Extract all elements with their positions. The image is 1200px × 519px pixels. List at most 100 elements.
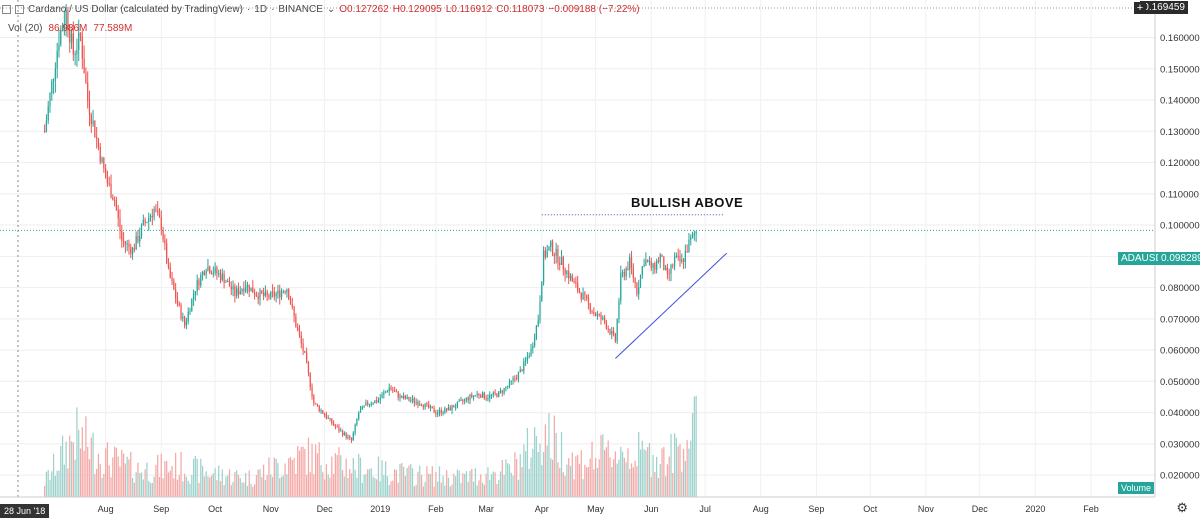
volume-bar (171, 466, 173, 497)
volume-bar (404, 475, 407, 497)
volume-bar (693, 396, 695, 497)
candle-body (209, 266, 211, 273)
candle-body (367, 402, 369, 405)
volume-label[interactable]: Vol (20) (8, 23, 43, 34)
volume-bar (245, 472, 247, 497)
candle-body (354, 424, 356, 433)
candle-body (638, 286, 640, 295)
volume-bar (528, 468, 530, 497)
volume-bar (490, 474, 493, 497)
candle-body (539, 301, 541, 321)
volume-bar (325, 464, 328, 497)
volume-bar (282, 475, 284, 497)
volume-bar (311, 443, 313, 497)
volume-bar (691, 413, 694, 497)
candle-body (54, 68, 57, 79)
volume-bar (356, 477, 358, 497)
volume-bar (205, 471, 207, 497)
volume-bar (341, 470, 344, 497)
volume-bar (241, 482, 243, 497)
volume-bar (630, 463, 633, 497)
candle-body (94, 120, 96, 137)
candle-body (253, 292, 256, 296)
volume-bar (569, 465, 572, 497)
collapse-icon[interactable] (2, 5, 11, 14)
volume-bar (158, 477, 161, 497)
interval[interactable]: 1D (254, 4, 268, 15)
settings-square-icon[interactable] (15, 5, 24, 14)
candle-body (489, 394, 491, 399)
candle-body (340, 430, 342, 432)
y-tick-label: 0.130000 (1160, 127, 1200, 138)
volume-bar (544, 424, 547, 497)
candle-body (331, 418, 333, 424)
volume-bar (45, 471, 48, 497)
candle-body (223, 273, 225, 283)
candle-body (485, 398, 487, 400)
volume-bar (668, 456, 670, 497)
volume-bar (682, 448, 685, 497)
candle-body (153, 208, 155, 218)
candle-body (58, 44, 60, 51)
chevron-down-icon[interactable]: ⌄ (326, 4, 336, 15)
volume-bar (586, 467, 588, 497)
annotation-bullish-above[interactable]: BULLISH ABOVE (631, 195, 744, 210)
candle-body (578, 290, 581, 293)
candle-body (559, 262, 561, 265)
volume-bar (207, 476, 209, 497)
volume-bar (598, 459, 600, 497)
candle-body (70, 33, 73, 43)
volume-bar (252, 486, 254, 497)
candle-body (551, 241, 554, 255)
volume-bar (343, 476, 345, 497)
candle-body (227, 281, 229, 283)
volume-bar (54, 475, 57, 497)
candle-body (341, 430, 344, 436)
candle-body (112, 197, 114, 201)
volume-bar (553, 415, 555, 497)
volume-bar (485, 473, 487, 497)
volume-bar (74, 459, 76, 497)
volume-bar (110, 477, 112, 497)
volume-bar (338, 447, 340, 497)
candle-body (490, 394, 493, 396)
candle-body (480, 395, 482, 398)
crosshair-date-tag: 28 Jun '18 (0, 504, 50, 518)
candle-body (130, 246, 132, 254)
volume-bar (316, 453, 319, 497)
candle-body (411, 398, 414, 401)
volume-bar (105, 448, 107, 497)
volume-bars (43, 395, 697, 497)
volume-bar (286, 474, 288, 497)
symbol-legend: Cardano / US Dollar (calculated by Tradi… (2, 4, 640, 15)
symbol-title[interactable]: Cardano / US Dollar (calculated by Tradi… (28, 4, 243, 15)
volume-bar (298, 450, 301, 497)
candle-body (691, 233, 694, 238)
volume-bar (433, 486, 435, 497)
candle-body (322, 410, 324, 414)
candle-body (203, 271, 205, 275)
volume-bar (440, 482, 442, 497)
volume-bar (365, 474, 367, 497)
volume-bar (392, 480, 394, 497)
candle-body (455, 406, 457, 408)
candle-body (245, 287, 247, 292)
volume-bar (94, 474, 96, 497)
candle-body (458, 400, 460, 402)
volume-bar (83, 450, 85, 497)
candle-body (465, 397, 468, 400)
volume-bar (103, 473, 105, 497)
candle-body (196, 280, 198, 292)
volume-bar (293, 458, 295, 497)
candle-body (392, 389, 394, 391)
candle-body (350, 437, 353, 441)
candle-body (444, 408, 446, 413)
plus-icon[interactable]: + (1134, 2, 1146, 14)
volume-bar (393, 469, 396, 497)
gear-icon[interactable]: ⚙ (1176, 500, 1188, 515)
volume-bar (153, 476, 155, 497)
candle-body (78, 32, 80, 51)
volume-bar (383, 475, 385, 497)
candle-body (323, 413, 326, 416)
